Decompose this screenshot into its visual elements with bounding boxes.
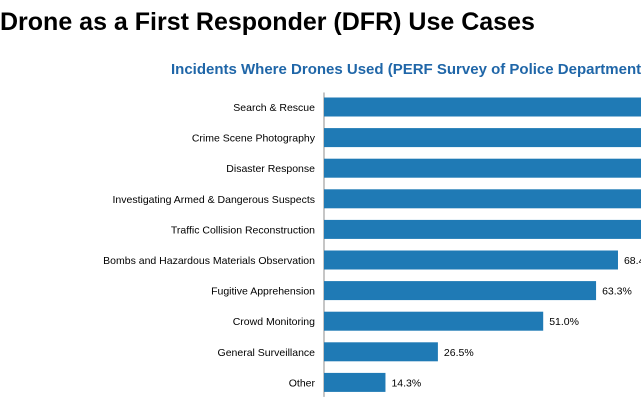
category-label: Crime Scene Photography xyxy=(192,133,316,145)
category-label: General Surveillance xyxy=(218,347,316,359)
bar xyxy=(324,189,641,209)
category-label: Traffic Collision Reconstruction xyxy=(171,224,315,236)
category-label: Bombs and Hazardous Materials Observatio… xyxy=(103,255,315,267)
bar xyxy=(324,342,438,362)
bars-layer: Search & Rescue Crime Scene Photography Di… xyxy=(103,97,641,392)
bar xyxy=(324,250,618,270)
value-label: 14.3% xyxy=(391,377,421,389)
category-label: Investigating Armed & Dangerous Suspects xyxy=(112,194,315,206)
bar xyxy=(324,128,641,148)
bar xyxy=(324,97,641,117)
bar xyxy=(324,281,597,301)
chart-title: Incidents Where Drones Used (PERF Survey… xyxy=(171,61,641,78)
value-label: 51.0% xyxy=(549,316,579,328)
category-label: Fugitive Apprehension xyxy=(211,286,315,298)
value-label: 68.4% xyxy=(624,255,641,267)
category-label: Other xyxy=(289,377,316,389)
category-label: Search & Rescue xyxy=(233,102,315,114)
bar xyxy=(324,219,641,239)
category-label: Crowd Monitoring xyxy=(233,316,315,328)
bar xyxy=(324,372,386,392)
bar xyxy=(324,311,544,331)
category-label: Disaster Response xyxy=(226,163,315,175)
value-label: 63.3% xyxy=(602,286,632,298)
page-title: Drone as a First Responder (DFR) Use Cas… xyxy=(0,8,535,36)
value-label: 26.5% xyxy=(444,347,474,359)
bar xyxy=(324,158,641,178)
